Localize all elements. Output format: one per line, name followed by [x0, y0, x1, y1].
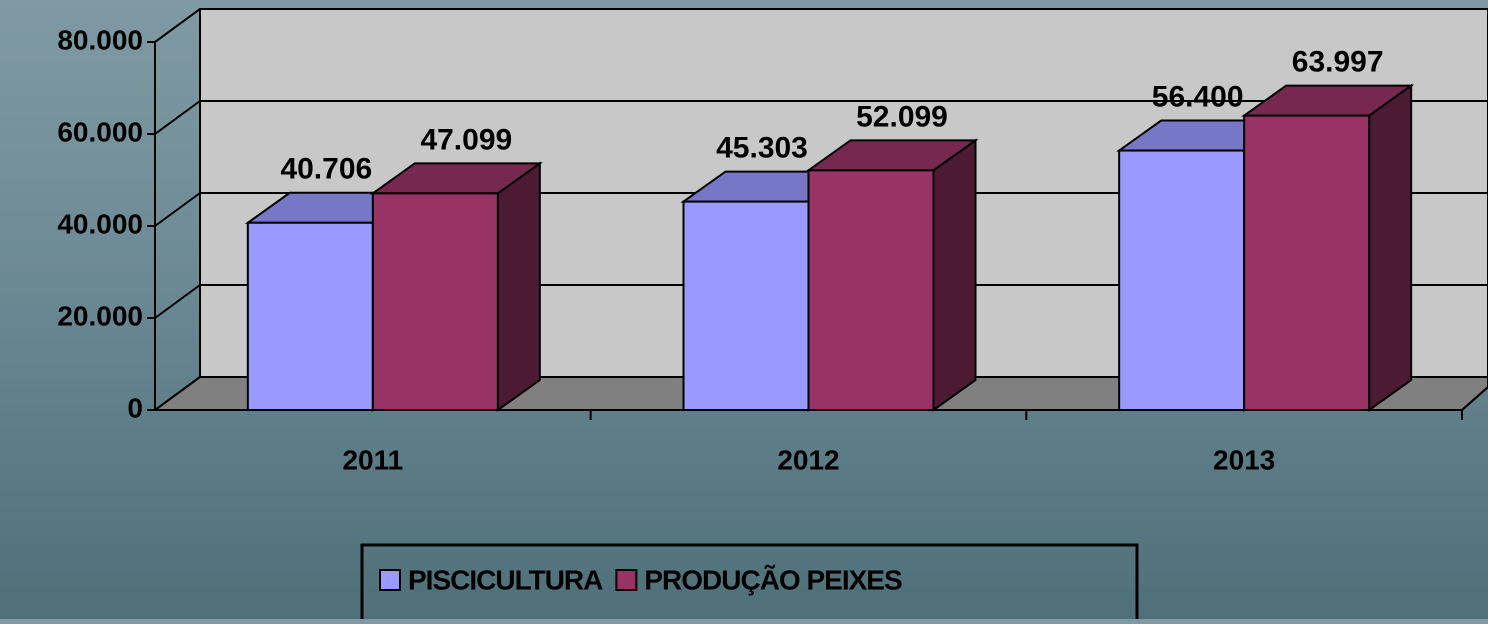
- grid-line-side: [154, 284, 201, 319]
- bar: [807, 169, 935, 411]
- grid-line-side: [154, 8, 201, 43]
- bar: [682, 200, 810, 411]
- y-tick-label: 0: [127, 392, 143, 423]
- x-tick-label: 2013: [1213, 444, 1275, 475]
- legend-label: PISCICULTURA: [408, 564, 603, 595]
- x-tick-label: 2011: [342, 444, 403, 475]
- floor-edge: [1461, 386, 1488, 411]
- x-tick-label: 2012: [777, 444, 839, 475]
- grid-line-side: [154, 192, 201, 227]
- y-tick-label: 80.000: [57, 24, 143, 55]
- bar-side: [496, 161, 541, 412]
- bar: [246, 221, 374, 411]
- y-tick-label: 60.000: [57, 116, 143, 147]
- grid-line-side: [154, 376, 201, 411]
- value-label: 52.099: [856, 100, 948, 133]
- y-tick-label: 20.000: [57, 300, 143, 331]
- legend-swatch: [615, 569, 638, 591]
- legend-label: PRODUÇÃO PEIXES: [644, 564, 902, 595]
- y-tick-label: 40.000: [57, 208, 143, 239]
- legend-box: [360, 543, 1139, 624]
- value-label: 40.706: [280, 153, 372, 186]
- value-label: 47.099: [420, 123, 512, 156]
- bar-side: [1368, 83, 1413, 412]
- value-label: 63.997: [1292, 46, 1384, 79]
- bar: [1118, 149, 1246, 411]
- bar: [371, 192, 499, 411]
- bar: [1243, 114, 1371, 411]
- bar-side: [932, 138, 977, 412]
- value-label: 45.303: [716, 132, 808, 165]
- legend-swatch: [379, 569, 401, 591]
- value-label: 56.400: [1152, 80, 1244, 113]
- grid-line-side: [154, 100, 201, 135]
